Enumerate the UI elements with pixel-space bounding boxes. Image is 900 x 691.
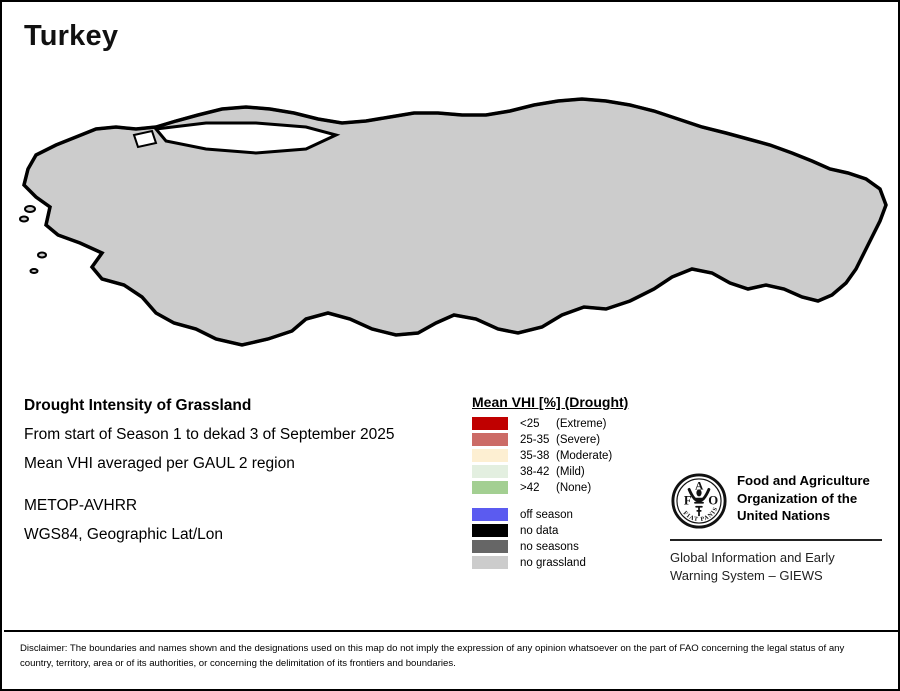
fao-divider xyxy=(670,539,882,541)
disclaimer-divider xyxy=(4,630,898,632)
caption-block: Drought Intensity of Grassland From star… xyxy=(24,397,454,555)
legend-label-mild: 38-42 (Mild) xyxy=(520,465,585,478)
legend-item-severe[interactable]: 25-35 (Severe) xyxy=(472,432,672,447)
legend-swatch-none xyxy=(472,481,508,494)
legend-title: Mean VHI [%] (Drought) xyxy=(472,394,629,410)
legend-item-no-seasons[interactable]: no seasons xyxy=(472,539,672,554)
legend-item-mild[interactable]: 38-42 (Mild) xyxy=(472,464,672,479)
fao-name-line1: Food and Agriculture xyxy=(737,473,870,488)
legend-item-no-data[interactable]: no data xyxy=(472,523,672,538)
giews-line2: Warning System – GIEWS xyxy=(670,567,823,583)
fao-name-line2: Organization of the xyxy=(737,490,858,506)
legend-item-moderate[interactable]: 35-38 (Moderate) xyxy=(472,448,672,463)
coastline xyxy=(22,97,888,347)
giews-name: Global Information and Early Warning Sys… xyxy=(670,549,885,585)
caption-sensor: METOP-AVHRR xyxy=(24,497,138,514)
fao-name-line3: United Nations xyxy=(737,508,831,524)
legend-swatch-moderate xyxy=(472,449,508,462)
legend-label-none: >42 (None) xyxy=(520,481,592,494)
legend-label-no-data: no data xyxy=(520,524,559,537)
legend-swatch-no-grassland xyxy=(472,556,508,569)
svg-text:F: F xyxy=(684,493,692,507)
legend-label-moderate: 35-38 (Moderate) xyxy=(520,449,613,462)
legend-spacer xyxy=(472,496,672,507)
svg-text:O: O xyxy=(708,493,718,507)
page-title: Turkey xyxy=(24,20,119,52)
giews-line1: Global Information and Early xyxy=(670,550,835,565)
legend-item-extreme[interactable]: <25 (Extreme) xyxy=(472,416,672,431)
legend-label-extreme: <25 (Extreme) xyxy=(520,417,607,430)
legend-swatch-off-season xyxy=(472,508,508,521)
caption-projection: WGS84, Geographic Lat/Lon xyxy=(24,526,224,543)
aegean-islands xyxy=(19,205,47,274)
map-legend: Mean VHI [%] (Drought) <25 (Extreme) 25-… xyxy=(472,394,672,571)
caption-method: Mean VHI averaged per GAUL 2 region xyxy=(24,455,295,472)
legend-item-no-grassland[interactable]: no grassland xyxy=(472,555,672,570)
legend-label-no-grassland: no grassland xyxy=(520,556,586,569)
sea-of-marmara xyxy=(132,121,341,155)
legend-swatch-mild xyxy=(472,465,508,478)
legend-swatch-extreme xyxy=(472,417,508,430)
legend-item-off-season[interactable]: off season xyxy=(472,507,672,522)
fao-branding: F A O FIAT PANIS Food and Agriculture Or… xyxy=(670,472,885,585)
legend-label-severe: 25-35 (Severe) xyxy=(520,433,601,446)
caption-spacer xyxy=(24,484,454,497)
fao-name: Food and Agriculture Organization of the… xyxy=(737,472,870,525)
legend-label-off-season: off season xyxy=(520,508,573,521)
legend-swatch-severe xyxy=(472,433,508,446)
turkey-map-graphic xyxy=(19,97,888,347)
legend-swatch-no-seasons xyxy=(472,540,508,553)
fao-logo-icon: F A O FIAT PANIS xyxy=(671,473,727,529)
map-canvas[interactable] xyxy=(6,57,898,367)
legend-swatch-no-data xyxy=(472,524,508,537)
disclaimer-text: Disclaimer: The boundaries and names sho… xyxy=(20,643,845,669)
caption-heading: Drought Intensity of Grassland xyxy=(24,397,252,414)
caption-period: From start of Season 1 to dekad 3 of Sep… xyxy=(24,426,395,443)
legend-label-no-seasons: no seasons xyxy=(520,540,579,553)
legend-item-none[interactable]: >42 (None) xyxy=(472,480,672,495)
svg-text:A: A xyxy=(695,479,704,492)
svg-text:FIAT PANIS: FIAT PANIS xyxy=(682,506,720,523)
